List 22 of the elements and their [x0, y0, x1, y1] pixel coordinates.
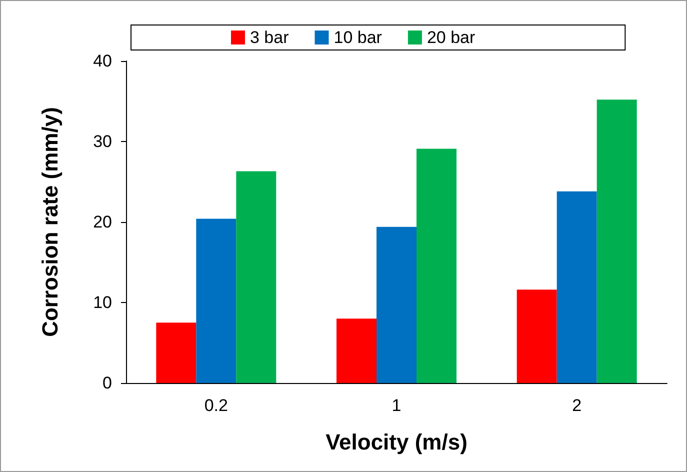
bar: [236, 171, 276, 383]
bar: [196, 218, 236, 383]
bar: [376, 226, 416, 383]
y-tick-label: 10: [93, 293, 112, 312]
x-tick-label: 1: [392, 396, 402, 415]
x-tick-label: 0.2: [204, 396, 228, 415]
bar: [416, 148, 456, 383]
y-tick-label: 30: [93, 132, 112, 151]
bar: [556, 191, 597, 383]
legend-label: 10 bar: [334, 28, 382, 47]
legend-label: 20 bar: [426, 28, 476, 47]
y-axis-title: Corrosion rate (mm/y): [38, 107, 62, 337]
y-tick-label: 20: [93, 212, 112, 232]
bar: [336, 318, 376, 383]
bar: [156, 322, 196, 383]
bar: [596, 100, 637, 383]
x-axis-title: Velocity (m/s): [326, 430, 468, 454]
y-tick-label: 0: [102, 374, 112, 392]
y-tick-label: 40: [93, 52, 112, 70]
bar: [516, 290, 557, 383]
x-tick-label: 2: [572, 396, 582, 415]
legend-label: 3 bar: [250, 28, 290, 47]
